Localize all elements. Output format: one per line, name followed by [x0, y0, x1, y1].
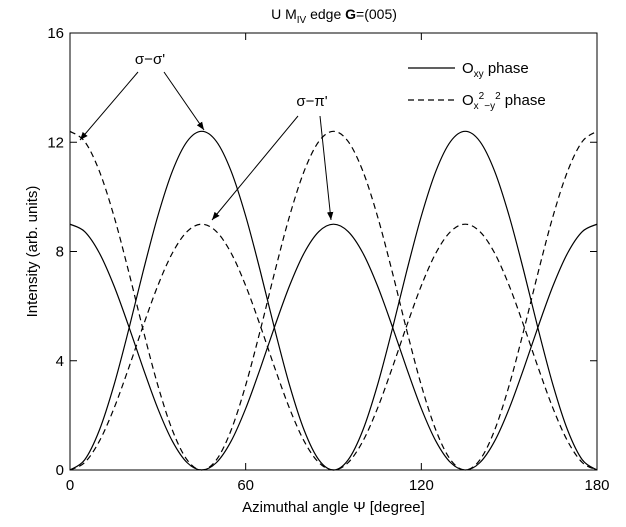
text-part: −y — [484, 101, 495, 112]
x-tick-label: 60 — [237, 477, 254, 494]
x-tick-label: 180 — [584, 477, 609, 494]
text-part: IV — [297, 15, 307, 26]
text-part: x — [474, 101, 479, 112]
arrow — [319, 115, 334, 221]
series-line — [69, 130, 598, 471]
y-tick-label: 0 — [56, 462, 64, 479]
y-tick-label: 4 — [56, 353, 64, 370]
text-part: xy — [474, 69, 484, 80]
arrow — [163, 71, 205, 131]
x-tick-label: 120 — [409, 477, 434, 494]
text-part: 2 — [479, 91, 485, 102]
text-part: phase — [501, 92, 546, 109]
arrow — [79, 71, 139, 141]
y-axis-label: Intensity (arb. units) — [24, 186, 41, 318]
text-part: U M — [271, 6, 297, 22]
text-part: =(005) — [356, 6, 397, 22]
series-line — [69, 130, 598, 471]
legend-label: Ox2−y2 phase — [462, 91, 546, 112]
chart-title: U MIV edge G=(005) — [271, 6, 397, 26]
annotation: σ−π' — [296, 93, 327, 110]
x-axis-label: Azimuthal angle Ψ [degree] — [242, 499, 425, 516]
text-part: 2 — [495, 91, 501, 102]
arrow — [211, 115, 299, 221]
annotation-arrows — [79, 71, 334, 221]
text-part: edge — [306, 6, 345, 22]
text-part: phase — [484, 60, 529, 77]
legend-label: Oxy phase — [462, 60, 529, 80]
text-part: G — [345, 6, 356, 22]
y-tick-label: 8 — [56, 244, 64, 261]
series-line — [69, 223, 598, 471]
annotation: σ−σ' — [135, 51, 165, 68]
series-line — [69, 223, 598, 471]
text-part: O — [462, 60, 474, 77]
y-tick-label: 16 — [47, 25, 64, 42]
x-tick-label: 0 — [66, 477, 74, 494]
text-part: O — [462, 92, 474, 109]
y-tick-label: 12 — [47, 134, 64, 151]
